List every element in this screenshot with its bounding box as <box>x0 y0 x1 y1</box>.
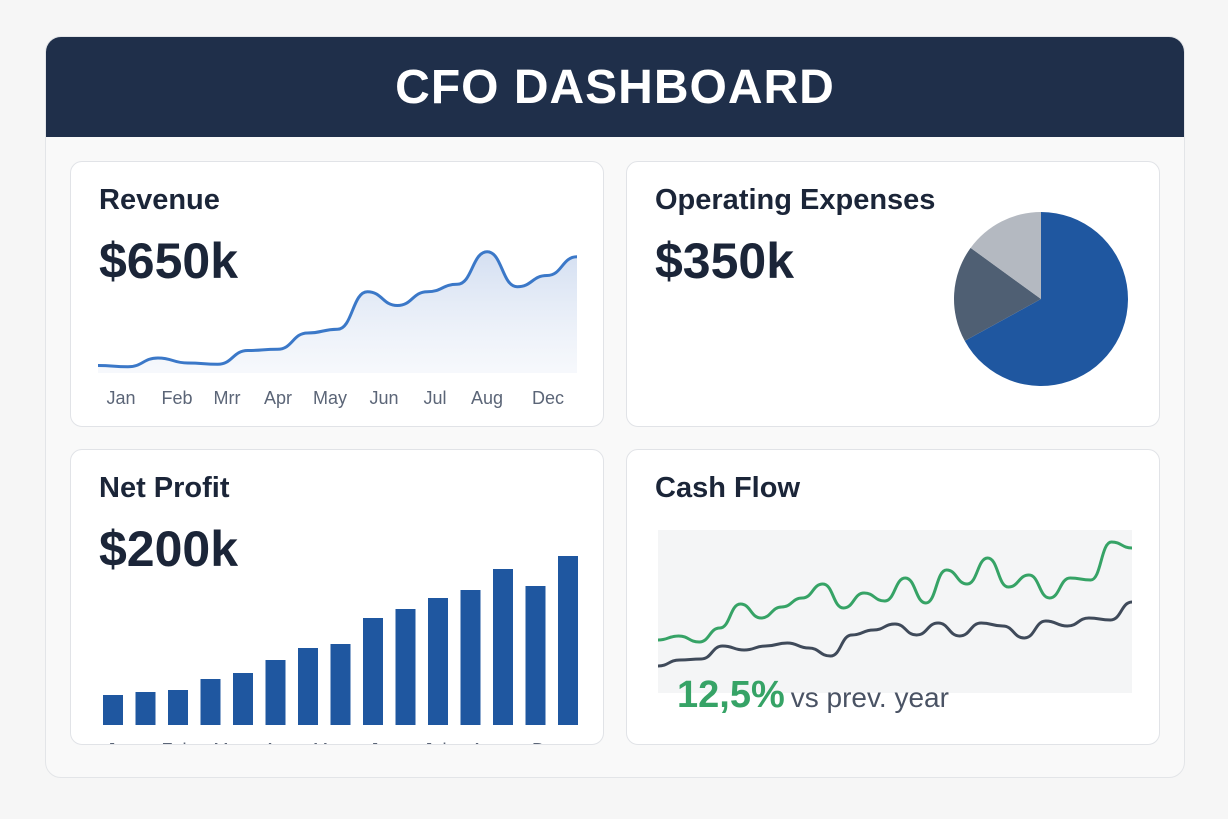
opex-card[interactable]: Operating Expenses $350k <box>626 161 1160 427</box>
revenue-chart: Jan Feb Mrr Apr May Jun Jul Aug Dec <box>97 250 578 408</box>
bar <box>558 556 578 725</box>
bar <box>233 673 253 725</box>
revenue-line <box>97 250 578 369</box>
revenue-title: Revenue <box>99 184 220 216</box>
cash-flow-line-secondary <box>657 600 1133 668</box>
page-title: CFO DASHBOARD <box>395 60 835 114</box>
bar <box>525 586 546 725</box>
opex-value: $350k <box>655 233 795 289</box>
growth-label: vs prev. year <box>790 682 949 713</box>
x-tick-label: Feb <box>161 388 192 408</box>
net-profit-chart: Jan Feb Mrr Apr May Jun Jul Aug Dec <box>103 556 578 744</box>
chart-background <box>658 530 1132 693</box>
growth-indicator: 12,5% vs prev. year <box>677 674 949 717</box>
dashboard-frame: CFO DASHBOARD Revenue $650k Jan Feb Mrr Apr… <box>45 36 1185 778</box>
x-tick-label: Jul <box>423 740 446 744</box>
x-tick-label: Aug <box>471 388 503 408</box>
net-profit-value: $200k <box>99 521 239 577</box>
bar <box>298 648 318 725</box>
opex-title: Operating Expenses <box>655 184 936 216</box>
x-tick-label: Feb <box>161 740 192 744</box>
cash-flow-chart <box>657 530 1133 693</box>
pie-slice <box>954 247 1041 341</box>
x-tick-label: Jun <box>369 388 398 408</box>
x-tick-label: Jun <box>369 740 398 744</box>
header: CFO DASHBOARD <box>46 37 1184 137</box>
bar <box>168 690 188 725</box>
pie-slice <box>964 212 1128 386</box>
cash-flow-title: Cash Flow <box>655 472 801 504</box>
revenue-area <box>98 251 577 373</box>
x-tick-label: Dec <box>532 388 564 408</box>
revenue-value: $650k <box>99 233 239 289</box>
net-profit-title: Net Profit <box>99 472 230 504</box>
bar <box>395 609 416 725</box>
x-tick-label: May <box>313 740 347 744</box>
bar <box>200 679 221 725</box>
cash-flow-card[interactable]: Cash Flow 12,5% vs prev. year <box>626 449 1160 745</box>
bar <box>363 618 383 725</box>
x-tick-label: Dec <box>532 740 564 744</box>
x-tick-label: May <box>313 388 347 408</box>
bar <box>428 598 448 725</box>
cash-flow-line-primary <box>657 540 1133 644</box>
x-tick-label: Aug <box>471 740 503 744</box>
bar <box>103 695 123 725</box>
x-tick-label: Apr <box>264 388 292 408</box>
x-tick-label: Apr <box>264 740 292 744</box>
bar <box>265 660 286 725</box>
growth-value: 12,5% <box>677 674 785 716</box>
x-tick-label: Mrr <box>214 388 241 408</box>
opex-pie-chart <box>954 212 1128 386</box>
x-tick-label: Jul <box>423 388 446 408</box>
bar <box>330 644 351 725</box>
x-tick-label: Jan <box>106 388 135 408</box>
net-profit-card[interactable]: Net Profit $200k Jan Feb Mrr Apr May Jun Jul Au… <box>70 449 604 745</box>
pie-slice <box>970 212 1041 299</box>
bar <box>135 692 156 725</box>
revenue-card[interactable]: Revenue $650k Jan Feb Mrr Apr May Jun Jul Aug De… <box>70 161 604 427</box>
bar <box>460 590 481 725</box>
x-tick-label: Mrr <box>214 740 241 744</box>
bar <box>493 569 513 725</box>
x-tick-label: Jan <box>106 740 135 744</box>
